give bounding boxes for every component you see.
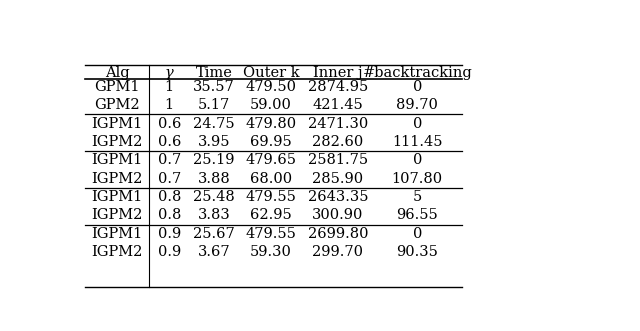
Text: 0.8: 0.8: [157, 190, 181, 204]
Text: 479.55: 479.55: [246, 227, 296, 241]
Text: 3.88: 3.88: [198, 172, 230, 186]
Text: 68.00: 68.00: [250, 172, 292, 186]
Text: 479.50: 479.50: [246, 80, 296, 94]
Text: 89.70: 89.70: [396, 98, 438, 112]
Text: 300.90: 300.90: [312, 208, 364, 222]
Text: 0: 0: [413, 80, 422, 94]
Text: 299.70: 299.70: [312, 245, 364, 259]
Text: Time: Time: [195, 66, 232, 80]
Text: IGPM2: IGPM2: [92, 172, 143, 186]
Text: 59.00: 59.00: [250, 98, 292, 112]
Text: 0.8: 0.8: [157, 208, 181, 222]
Text: 2874.95: 2874.95: [308, 80, 368, 94]
Text: 0.6: 0.6: [157, 135, 181, 149]
Text: IGPM2: IGPM2: [92, 135, 143, 149]
Text: 59.30: 59.30: [250, 245, 292, 259]
Text: 0.9: 0.9: [157, 227, 181, 241]
Text: γ: γ: [165, 66, 173, 80]
Text: 1: 1: [164, 80, 174, 94]
Text: 0: 0: [413, 153, 422, 167]
Text: 2699.80: 2699.80: [308, 227, 368, 241]
Text: 0: 0: [413, 227, 422, 241]
Text: Alg: Alg: [105, 66, 129, 80]
Text: IGPM1: IGPM1: [92, 190, 143, 204]
Text: 421.45: 421.45: [312, 98, 364, 112]
Text: 282.60: 282.60: [312, 135, 364, 149]
Text: 2643.35: 2643.35: [308, 190, 368, 204]
Text: 35.57: 35.57: [193, 80, 235, 94]
Text: 24.75: 24.75: [193, 117, 235, 130]
Text: 5: 5: [413, 190, 422, 204]
Text: 62.95: 62.95: [250, 208, 292, 222]
Text: 285.90: 285.90: [312, 172, 364, 186]
Text: GPM2: GPM2: [94, 98, 140, 112]
Text: IGPM2: IGPM2: [92, 208, 143, 222]
Text: 90.35: 90.35: [396, 245, 438, 259]
Text: 2471.30: 2471.30: [308, 117, 368, 130]
Text: 96.55: 96.55: [396, 208, 438, 222]
Text: 0.9: 0.9: [157, 245, 181, 259]
Text: IGPM2: IGPM2: [92, 245, 143, 259]
Text: 107.80: 107.80: [392, 172, 443, 186]
Text: 479.80: 479.80: [245, 117, 296, 130]
Text: 0: 0: [413, 117, 422, 130]
Text: 111.45: 111.45: [392, 135, 442, 149]
Text: 3.67: 3.67: [198, 245, 230, 259]
Text: 479.65: 479.65: [246, 153, 296, 167]
Text: 0.7: 0.7: [157, 153, 181, 167]
Text: 1: 1: [164, 98, 174, 112]
Text: 3.95: 3.95: [198, 135, 230, 149]
Text: 0.7: 0.7: [157, 172, 181, 186]
Text: 0.6: 0.6: [157, 117, 181, 130]
Text: GPM1: GPM1: [95, 80, 140, 94]
Text: IGPM1: IGPM1: [92, 227, 143, 241]
Text: Inner j: Inner j: [313, 66, 363, 80]
Text: 5.17: 5.17: [198, 98, 230, 112]
Text: 25.48: 25.48: [193, 190, 235, 204]
Text: IGPM1: IGPM1: [92, 117, 143, 130]
Text: Outer k: Outer k: [243, 66, 300, 80]
Text: 69.95: 69.95: [250, 135, 292, 149]
Text: 2581.75: 2581.75: [308, 153, 368, 167]
Text: IGPM1: IGPM1: [92, 153, 143, 167]
Text: 479.55: 479.55: [246, 190, 296, 204]
Text: #backtracking: #backtracking: [362, 66, 472, 80]
Text: 25.19: 25.19: [193, 153, 235, 167]
Text: 25.67: 25.67: [193, 227, 235, 241]
Text: 3.83: 3.83: [198, 208, 230, 222]
